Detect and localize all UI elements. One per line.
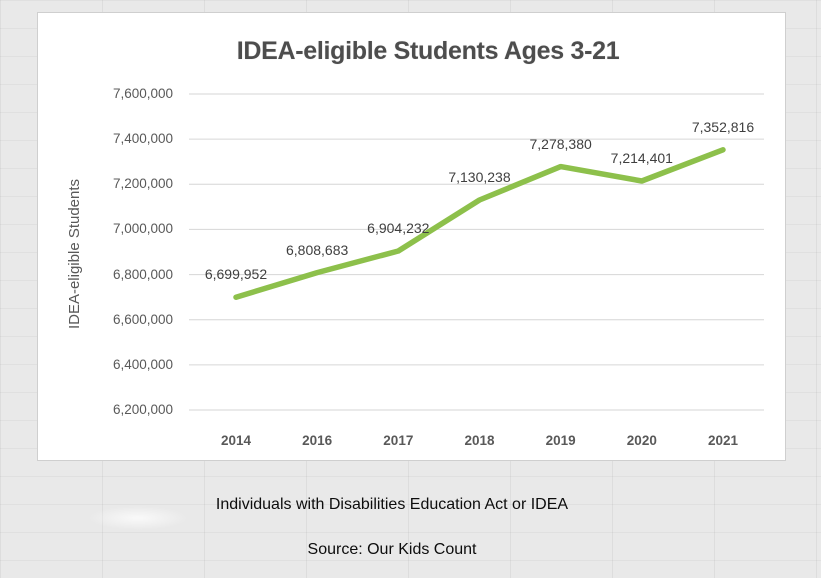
- y-tick-label: 7,000,000: [112, 221, 173, 237]
- plot-svg: [189, 93, 764, 411]
- data-label: 7,214,401: [610, 150, 673, 167]
- caption-idea-definition: Individuals with Disabilities Education …: [215, 496, 569, 513]
- x-axis-label: 2020: [626, 433, 657, 448]
- data-label: 6,904,232: [367, 220, 430, 237]
- data-label: 7,278,380: [529, 135, 592, 152]
- x-axis-label: 2017: [383, 433, 414, 448]
- y-tick-label: 6,800,000: [112, 266, 173, 282]
- x-axis-label: 2021: [707, 433, 739, 448]
- x-axis-label: 2019: [545, 433, 576, 448]
- y-tick-label: 6,600,000: [112, 311, 173, 327]
- data-label: 7,352,816: [691, 118, 755, 135]
- data-label: 6,699,952: [204, 266, 268, 283]
- y-tick-label: 7,400,000: [112, 131, 173, 147]
- y-tick-label: 7,200,000: [112, 176, 173, 192]
- caption-source: Source: Our Kids Count: [307, 541, 477, 558]
- x-axis-label: 2016: [302, 433, 333, 448]
- x-axis-label: 2018: [464, 433, 495, 448]
- x-axis-label: 2014: [220, 433, 252, 448]
- background-artifact: [88, 506, 188, 530]
- y-tick-label: 6,400,000: [112, 356, 173, 372]
- trend-line: [233, 147, 726, 300]
- chart-title: IDEA-eligible Students Ages 3-21: [236, 37, 620, 65]
- y-tick-label: 6,200,000: [112, 402, 173, 417]
- data-label: 6,808,683: [286, 241, 349, 258]
- data-label: 7,130,238: [448, 169, 511, 186]
- y-tick-label: 7,600,000: [112, 86, 173, 101]
- chart-card: IDEA-eligible Students Ages 3-21 IDEA-el…: [37, 12, 786, 461]
